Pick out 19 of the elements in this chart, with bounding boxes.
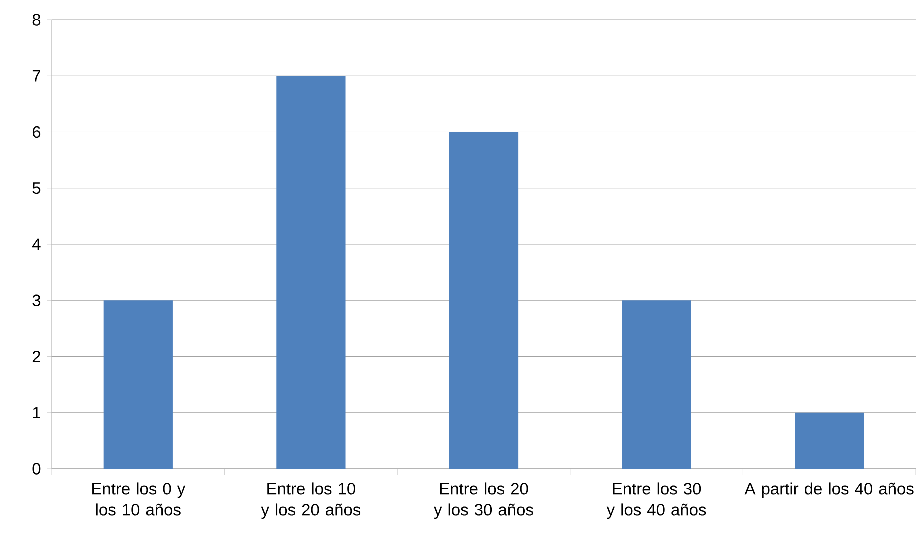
y-tick-label: 4 — [32, 238, 41, 250]
y-tick-label: 6 — [32, 126, 41, 138]
bar — [449, 132, 519, 469]
y-tick-label: 8 — [32, 14, 41, 26]
bar — [622, 300, 692, 469]
bar — [104, 300, 173, 469]
y-tick-label: 3 — [32, 294, 41, 306]
x-tick-label: Entre los 10 y los 20 años — [261, 482, 361, 520]
x-tick-label: Entre los 30 y los 40 años — [606, 482, 706, 520]
y-tick-label: 0 — [32, 463, 41, 475]
x-tick-label: Entre los 20 y los 30 años — [434, 482, 534, 520]
y-tick-label: 1 — [33, 407, 40, 419]
x-tick-label: A partir de los 40 años — [744, 482, 914, 498]
y-tick-label: 2 — [32, 350, 40, 363]
y-tick-label: 5 — [32, 182, 41, 194]
x-tick-label: Entre los 0 y los 10 años — [92, 482, 186, 516]
y-tick-label: 7 — [32, 70, 40, 82]
bar — [276, 76, 346, 469]
bar — [795, 412, 864, 469]
